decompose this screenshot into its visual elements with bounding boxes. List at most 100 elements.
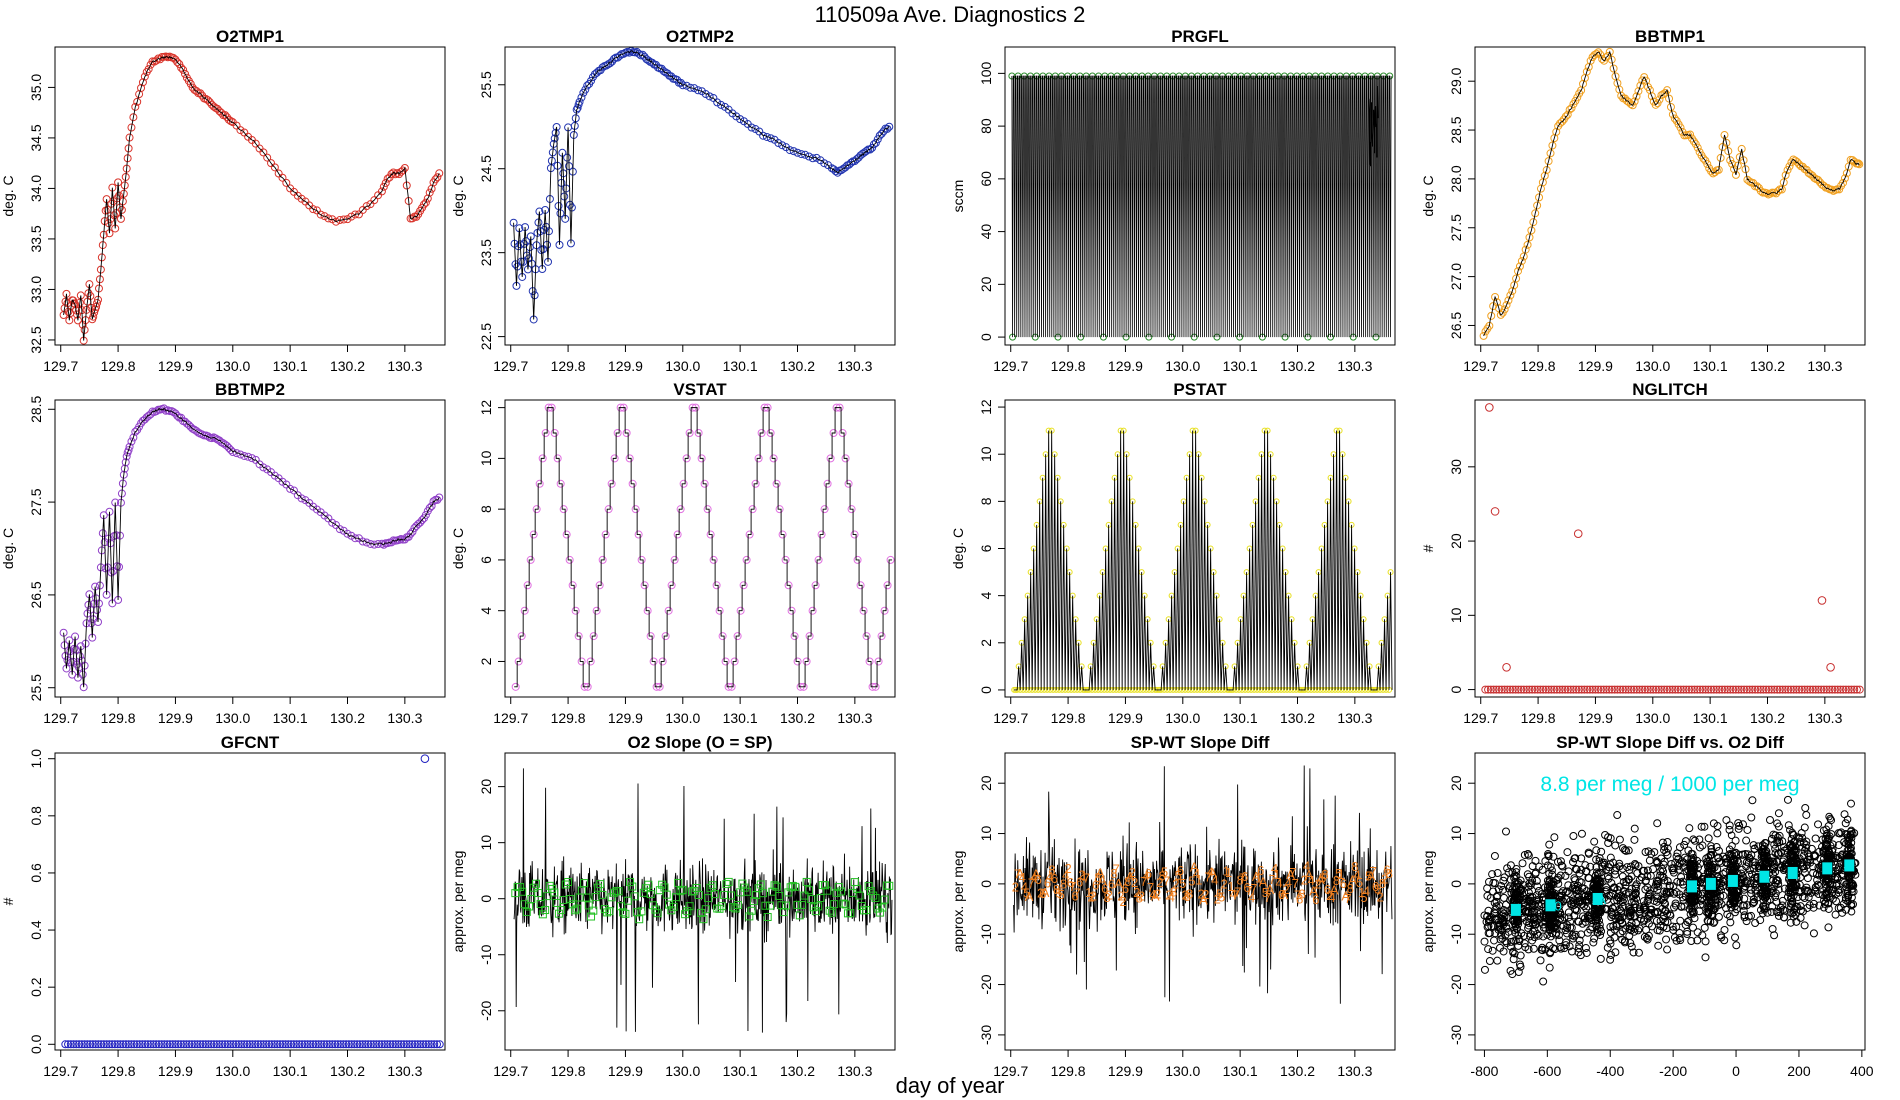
x-tick-label: 129.9: [608, 358, 643, 374]
data-point: 6: [1312, 892, 1319, 907]
data-point: [706, 883, 715, 892]
data-point: [1624, 846, 1633, 855]
cluster-point: [1726, 860, 1735, 869]
data-point: [116, 1040, 125, 1049]
data-point: [1737, 685, 1746, 694]
data-point: [284, 1040, 293, 1049]
data-point: [690, 886, 699, 895]
data-point: [1847, 799, 1856, 808]
data-point: [531, 879, 540, 888]
data-point: [152, 56, 161, 65]
data-point: [535, 479, 544, 488]
data-point: [1596, 685, 1605, 694]
data-point: [740, 883, 749, 892]
data-point: [1485, 877, 1494, 886]
data-point: [1625, 931, 1634, 940]
x-tick-label: 130.3: [1337, 1063, 1372, 1079]
y-tick-label: 0.4: [28, 920, 44, 940]
data-point: [1670, 933, 1679, 942]
data-point: [564, 878, 573, 887]
data-point: [1697, 822, 1706, 831]
data-point: [1832, 852, 1841, 861]
data-point: [1572, 685, 1581, 694]
data-point: [1561, 112, 1570, 121]
data-point: [342, 1040, 351, 1049]
data-point: [1500, 685, 1509, 694]
plot-area: [61, 754, 444, 1049]
data-point: [1700, 822, 1709, 831]
data-point: [766, 134, 775, 143]
data-point: [1523, 240, 1532, 249]
x-tick-label: 129.9: [1108, 1063, 1143, 1079]
data-point: [1605, 863, 1614, 872]
data-point: [557, 906, 566, 915]
cluster-point: [1708, 911, 1717, 920]
data-point: [1693, 143, 1702, 152]
data-point: [412, 212, 421, 221]
plot-area: [511, 768, 894, 1033]
data-point: 2: [1037, 886, 1044, 901]
series-line: [1014, 430, 1393, 691]
data-point: [802, 877, 811, 886]
data-point: [80, 1040, 89, 1049]
cluster-point: [1515, 937, 1524, 946]
data-point: [1603, 943, 1612, 952]
data-point: 7: [1014, 867, 1021, 882]
x-tick-label: 130.2: [780, 1063, 815, 1079]
data-point: [1674, 865, 1683, 874]
data-point: [1554, 873, 1563, 882]
x-tick-label: 130.1: [273, 358, 308, 374]
data-point: [1542, 166, 1551, 175]
data-point: [316, 210, 325, 219]
data-point: [574, 632, 583, 641]
data-point: [1810, 174, 1819, 183]
x-tick-label: -200: [1659, 1063, 1687, 1079]
x-tick-label: 130.2: [1750, 710, 1785, 726]
data-point: [644, 880, 653, 889]
y-tick-label: 60: [978, 171, 994, 187]
data-point: 7: [1250, 881, 1257, 896]
data-point: 8: [1094, 870, 1101, 885]
plot-frame: [1474, 46, 1866, 346]
x-tick-label: 129.9: [158, 1063, 193, 1079]
data-point: [1558, 916, 1567, 925]
data-point: 8: [1333, 873, 1340, 888]
cluster-point: [1725, 845, 1734, 854]
data-point: 7: [1083, 871, 1090, 886]
data-point: [1831, 910, 1840, 919]
data-point: 1: [1223, 863, 1230, 878]
data-point: [1797, 829, 1806, 838]
data-point: [1589, 938, 1598, 947]
data-point: [772, 882, 781, 891]
data-point: [1722, 816, 1731, 825]
data-point: [1560, 913, 1569, 922]
x-tick-label: 129.8: [1521, 710, 1556, 726]
data-point: [90, 308, 99, 317]
data-point: 6: [1076, 874, 1083, 889]
data-point: [154, 1040, 163, 1049]
data-point: [886, 555, 895, 564]
data-point: [583, 81, 592, 90]
series-line: [1483, 50, 1860, 337]
data-point: [674, 878, 683, 887]
cluster-point: [1846, 830, 1855, 839]
data-point: [787, 606, 796, 615]
data-point: [1720, 936, 1729, 945]
data-point: 2: [1154, 887, 1161, 902]
data-point: [568, 581, 577, 590]
data-point: [432, 1040, 441, 1049]
data-point: [165, 1040, 174, 1049]
data-point: [518, 887, 527, 896]
data-point: 1: [1358, 885, 1365, 900]
x-tick-label: 129.9: [158, 710, 193, 726]
data-point: [759, 889, 768, 898]
x-tick-label: 130.2: [330, 358, 365, 374]
data-point: 7: [1344, 891, 1351, 906]
data-point: [1611, 948, 1620, 957]
data-point: [1631, 861, 1640, 870]
data-point: [1786, 918, 1795, 927]
data-point: [1534, 931, 1543, 940]
data-point: [362, 202, 371, 211]
data-point: [1552, 127, 1561, 136]
data-point: [1643, 872, 1652, 881]
